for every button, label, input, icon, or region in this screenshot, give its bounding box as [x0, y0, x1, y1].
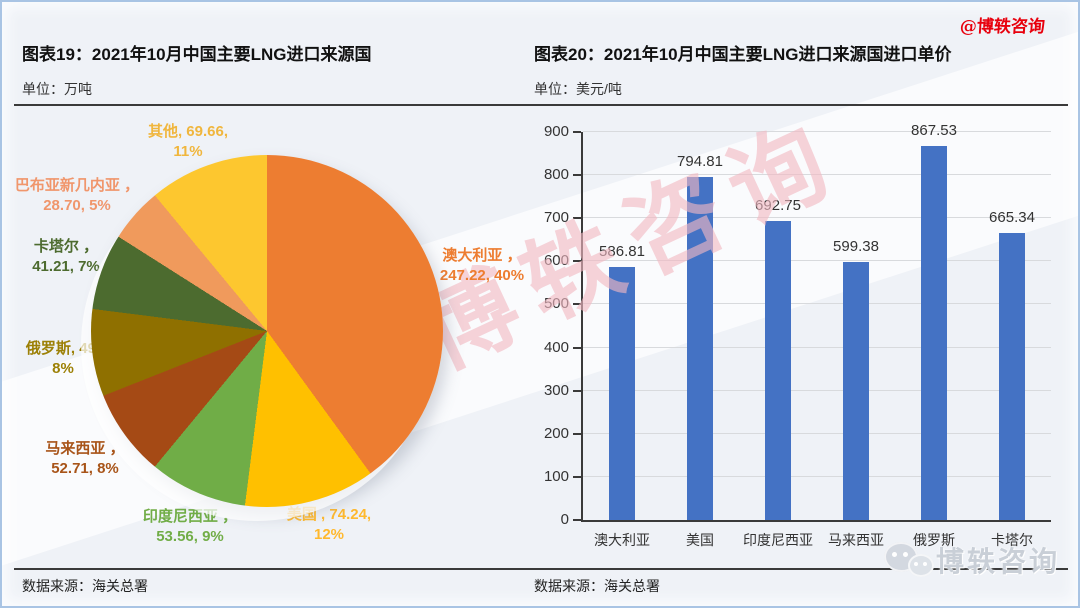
pie-label-text: 8% [52, 360, 74, 377]
bar-value-label: 586.81 [599, 243, 645, 260]
pie-label-text: 247.22, 40% [439, 267, 525, 284]
x-axis-category-label: 卡塔尔 [991, 532, 1033, 548]
wechat-watermark-text: 博轶咨询 [936, 546, 1061, 577]
y-axis-tick [573, 131, 581, 133]
x-axis-category-label: 马来西亚 [828, 532, 884, 548]
pie-label-text: 俄罗斯, 49. [25, 340, 101, 357]
pie-label-text: 12% [313, 526, 345, 543]
chart19-title: 图表19：2021年10月中国主要LNG进口来源国 [22, 45, 372, 64]
gridline [583, 432, 1051, 434]
y-axis-tick [573, 475, 581, 478]
pie-label-qatar: 卡塔尔 ， 41.21, 7% [5, 237, 127, 277]
x-axis-category-label: 澳大利亚 [594, 532, 650, 548]
y-axis-tick [573, 519, 581, 521]
pie-label-text: 巴布亚新几内亚 ， [14, 177, 140, 194]
gridline [583, 475, 1051, 477]
pie-label-text: 11% [173, 143, 203, 160]
bar [687, 177, 713, 520]
wechat-icon [884, 540, 936, 580]
pie-label-indonesia: 印度尼西亚 ， 53.56, 9% [118, 507, 262, 547]
bar [921, 146, 947, 520]
x-axis-category-label: 美国 [686, 532, 714, 548]
pie-label-text: 澳大利亚 ， [442, 247, 522, 264]
y-axis-tick [573, 432, 581, 435]
chart19-unit: 单位：万吨 [22, 81, 92, 97]
footer-divider-line [14, 568, 1068, 570]
y-axis-tick [573, 217, 581, 220]
y-axis-tick [573, 346, 581, 349]
pie-label-text: 马来西亚 ， [45, 440, 125, 457]
y-axis-tick-label: 400 [543, 338, 569, 356]
pie-label-text: 52.71, 8% [51, 460, 119, 477]
pie-label-text: 53.56, 9% [156, 528, 224, 545]
gridline [583, 346, 1051, 348]
bar [765, 221, 791, 520]
y-axis-tick-label: 800 [543, 166, 569, 184]
account-handle-watermark: @博轶咨询 [959, 17, 1046, 37]
gridline [583, 303, 1051, 305]
y-axis-tick-label: 300 [543, 381, 569, 399]
pie-label-text: 卡塔尔 ， [33, 238, 99, 255]
gridline [583, 389, 1051, 391]
pie-label-text: 其他, 69.66, [147, 123, 229, 140]
pie-label-australia: 澳大利亚 ， 247.22, 40% [422, 246, 542, 286]
bar [999, 233, 1025, 520]
bar-value-label: 665.34 [989, 209, 1035, 226]
y-axis-tick [573, 389, 581, 392]
y-axis-tick [573, 303, 581, 306]
pie-label-malaysia: 马来西亚 ， 52.71, 8% [22, 439, 148, 479]
pie-label-other: 其他, 69.66, 11% [123, 122, 253, 162]
y-axis-tick [573, 174, 581, 177]
chart20-title: 图表20：2021年10月中国主要LNG进口来源国进口单价 [534, 45, 952, 64]
x-axis-category-label: 俄罗斯 [913, 532, 955, 548]
pie-label-usa: 美国 , 74.24, 12% [270, 505, 388, 545]
y-axis-tick-label: 0 [560, 511, 569, 528]
y-axis-tick-label: 700 [543, 209, 569, 227]
bar-value-label: 794.81 [677, 153, 723, 170]
pie-label-russia: 俄罗斯, 49. 8% [7, 339, 119, 379]
y-axis-tick-label: 900 [543, 123, 569, 140]
chart20-unit: 单位：美元/吨 [534, 81, 622, 97]
y-axis-tick [573, 260, 581, 263]
pie-label-text: 美国 , 74.24, [286, 506, 372, 523]
pie-label-text: 41.21, 7% [32, 258, 100, 275]
pie-label-text: 印度尼西亚 ， [142, 508, 238, 525]
chart19-source: 数据来源：海关总署 [22, 578, 148, 594]
gridline [583, 131, 1051, 132]
y-axis-tick-label: 100 [543, 467, 569, 485]
pie-label-papua-new-guinea: 巴布亚新几内亚 ， 28.70, 5% [4, 176, 150, 216]
x-axis-category-label: 印度尼西亚 [743, 532, 813, 548]
y-axis-tick-label: 600 [543, 252, 569, 270]
pie-label-text: 28.70, 5% [43, 197, 111, 214]
gridline [583, 174, 1051, 176]
bar [843, 262, 869, 520]
bar-chart-plot: 0 100 200 300 400 500 600 700 800 900 586.81 澳大利亚 79… [544, 122, 1051, 548]
y-axis-tick-label: 200 [543, 424, 569, 442]
bar-value-label: 692.75 [755, 197, 801, 214]
gridline [583, 260, 1051, 262]
bar [609, 267, 635, 520]
bar-value-label: 599.38 [833, 238, 879, 255]
title-divider-line [14, 104, 1068, 106]
gridline [583, 217, 1051, 219]
bar-value-label: 867.53 [911, 122, 957, 139]
pie-chart [91, 155, 443, 507]
wechat-watermark: 博轶咨询 [884, 540, 1060, 580]
y-axis-tick-label: 500 [543, 295, 569, 313]
chart20-source: 数据来源：海关总署 [534, 578, 660, 594]
